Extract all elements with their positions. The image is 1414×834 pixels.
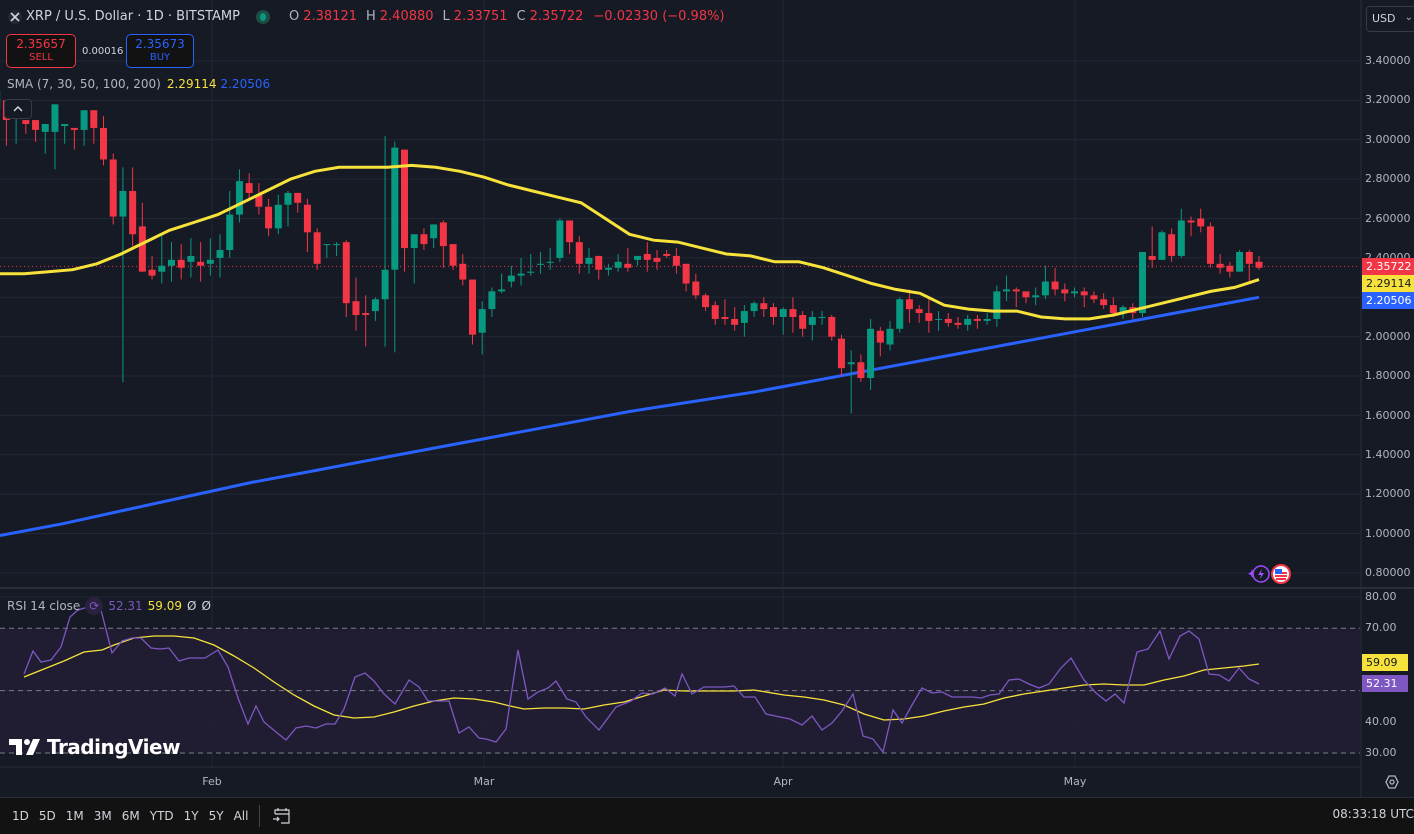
high-label: H — [366, 9, 376, 24]
range-ytd-button[interactable]: YTD — [149, 809, 174, 823]
us-flag-event-icon[interactable] — [1271, 564, 1291, 584]
sma-30-price-tag: 2.29114 — [1362, 275, 1414, 292]
change-value: −0.02330 (−0.98%) — [593, 9, 725, 24]
price-label: 1.00000 — [1365, 527, 1411, 540]
last-price-tag: 2.35722 — [1362, 258, 1414, 275]
price-label: 1.60000 — [1365, 409, 1411, 422]
time-label: Mar — [473, 775, 495, 788]
open-label: O — [289, 9, 300, 24]
sell-price: 2.35657 — [16, 37, 66, 51]
collapse-legend-button[interactable] — [4, 99, 32, 119]
range-5y-button[interactable]: 5Y — [208, 809, 224, 823]
spread-value: 0.00016 — [82, 46, 124, 57]
currency-select[interactable]: USD ⌄ — [1366, 6, 1414, 32]
price-label: 3.00000 — [1365, 133, 1411, 146]
price-label: 1.80000 — [1365, 369, 1411, 382]
price-label: 1.20000 — [1365, 487, 1411, 500]
range-1y-button[interactable]: 1Y — [183, 809, 199, 823]
xrp-logo-icon — [8, 9, 22, 24]
chevron-up-icon — [13, 106, 23, 112]
low-label: L — [442, 9, 450, 24]
range-1m-button[interactable]: 1M — [65, 809, 84, 823]
time-label: Feb — [202, 775, 222, 788]
rsi-extra-1: Ø — [187, 599, 197, 613]
market-status-icon[interactable] — [256, 9, 270, 24]
calendar-goto-icon — [273, 808, 291, 824]
rsi-label: 40.00 — [1365, 715, 1397, 728]
gear-icon — [1385, 775, 1399, 789]
rsi-tag: 52.31 — [1362, 675, 1408, 692]
range-3m-button[interactable]: 3M — [93, 809, 112, 823]
price-label: 3.20000 — [1365, 93, 1411, 106]
sma-30-line — [0, 163, 1260, 321]
price-label: 2.00000 — [1365, 330, 1411, 343]
low-value: 2.33751 — [453, 9, 508, 24]
range-1d-button[interactable]: 1D — [12, 809, 29, 823]
rsi-extra-2: Ø — [201, 599, 211, 613]
rsi-ma-value: 59.09 — [147, 599, 183, 613]
close-label: C — [516, 9, 526, 24]
lightning-event-icon[interactable] — [1245, 563, 1271, 585]
rsi-label: 70.00 — [1365, 621, 1397, 634]
high-value: 2.40880 — [379, 9, 434, 24]
rsi-legend[interactable]: RSI 14 close ⟳ 52.31 59.09 Ø Ø — [7, 597, 211, 615]
go-to-date-button[interactable] — [268, 803, 296, 829]
symbol-header: XRP / U.S. Dollar · 1D · BITSTAMP O 2.381… — [8, 9, 725, 24]
sell-button[interactable]: 2.35657 SELL — [6, 34, 76, 68]
refresh-icon[interactable]: ⟳ — [85, 597, 104, 615]
sma-200-line — [0, 295, 1260, 537]
open-value: 2.38121 — [303, 9, 357, 24]
rsi-label: 80.00 — [1365, 590, 1397, 603]
tradingview-mark-icon — [9, 739, 40, 755]
tradingview-logo[interactable]: TradingView — [9, 735, 181, 759]
time-label: Apr — [773, 775, 793, 788]
buy-label: BUY — [149, 52, 171, 63]
close-value: 2.35722 — [529, 9, 584, 24]
price-label: 3.40000 — [1365, 54, 1411, 67]
sma-30-value: 2.29114 — [166, 77, 217, 91]
toolbar-divider — [259, 805, 261, 827]
sma-200-price-tag: 2.20506 — [1362, 292, 1414, 309]
rsi-label: 30.00 — [1365, 746, 1397, 759]
sma-200-value: 2.20506 — [220, 77, 271, 91]
price-label: 0.80000 — [1365, 566, 1411, 579]
event-icons[interactable] — [1245, 563, 1291, 585]
price-label: 2.60000 — [1365, 212, 1411, 225]
rsi-legend-label: RSI 14 close — [7, 599, 81, 613]
price-label: 1.40000 — [1365, 448, 1411, 461]
utc-clock[interactable]: 08:33:18 UTC — [1332, 807, 1414, 821]
rsi-value: 52.31 — [108, 599, 143, 613]
bottom-toolbar: 1D 5D 1M 3M 6M YTD 1Y 5Y All 08:33:18 UT… — [0, 797, 1414, 834]
price-label: 2.80000 — [1365, 172, 1411, 185]
sma-legend[interactable]: SMA (7, 30, 50, 100, 200) 2.29114 2.20506 — [7, 77, 270, 91]
sma-legend-label: SMA (7, 30, 50, 100, 200) — [7, 77, 161, 91]
chart-canvas[interactable] — [0, 0, 1414, 797]
symbol-title[interactable]: XRP / U.S. Dollar · 1D · BITSTAMP — [26, 9, 240, 24]
buy-button[interactable]: 2.35673 BUY — [126, 34, 194, 68]
tradingview-logo-text: TradingView — [47, 735, 181, 759]
buy-price: 2.35673 — [135, 37, 185, 51]
chart-settings-button[interactable] — [1382, 773, 1402, 791]
range-all-button[interactable]: All — [233, 809, 249, 823]
rsi-ma-tag: 59.09 — [1362, 654, 1408, 671]
sell-label: SELL — [29, 52, 53, 63]
currency-value: USD — [1372, 12, 1396, 25]
chevron-down-icon: ⌄ — [1404, 12, 1413, 23]
time-label: May — [1063, 775, 1087, 788]
grid — [0, 0, 1360, 767]
rsi-line — [23, 606, 1260, 754]
candles — [0, 90, 1263, 414]
range-5d-button[interactable]: 5D — [38, 809, 56, 823]
range-6m-button[interactable]: 6M — [121, 809, 140, 823]
